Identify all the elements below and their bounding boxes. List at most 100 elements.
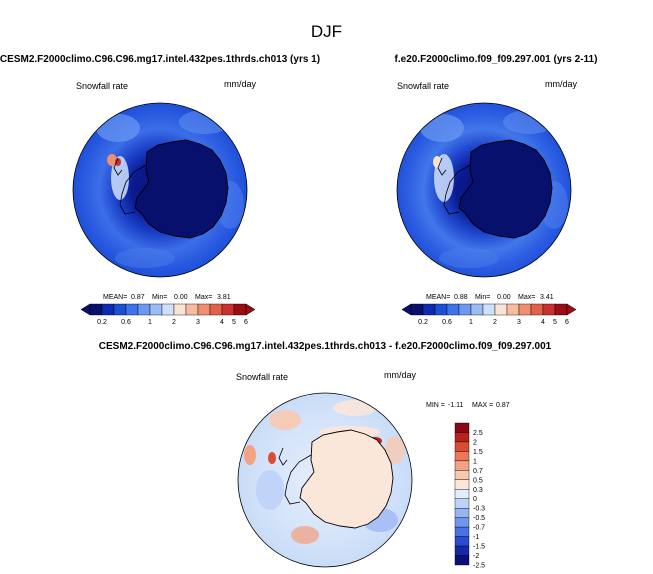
panel-model-units: mm/day	[224, 79, 257, 89]
panel-difference-colorbar-tick-label: 1	[473, 458, 477, 465]
panel-model-colorbar-tick-label: 6	[244, 319, 248, 326]
panel-control: f.e20.F2000climo.f09_f09.297.001 (yrs 2-…	[395, 54, 598, 326]
panel-difference-colorbar-swatch-2	[454, 441, 470, 452]
panel-control-colorbar-swatch-3	[446, 303, 460, 316]
panel-model-colorbar-swatch-2	[113, 303, 127, 316]
panel-model-colorbar-under-triangle	[80, 303, 91, 316]
panel-control-colorbar-swatch-6	[482, 303, 496, 316]
panel-control-colorbar-swatch-8	[506, 303, 520, 316]
panel-control-colorbar: 0.2 0.6 1 2 3 4 5 6	[401, 303, 577, 326]
panel-control-max: 3.41	[540, 294, 554, 301]
panel-model-mean: 0.87	[131, 294, 145, 301]
panel-model-colorbar-swatch-8	[185, 303, 199, 316]
panel-difference-colorbar-tick-label: -0.7	[473, 525, 485, 532]
panel-control-colorbar-tick-label: 6	[565, 319, 569, 326]
panel-model-colorbar-swatch-0	[89, 303, 103, 316]
panel-difference-map	[238, 393, 412, 567]
panel-control-colorbar-over-triangle	[566, 303, 577, 316]
panel-model-min: 0.00	[174, 294, 188, 301]
panel-control-colorbar-swatch-11	[542, 303, 556, 316]
panel-difference-colorbar-swatch-4	[454, 460, 470, 471]
panel-difference-colorbar-swatch-1	[454, 432, 470, 443]
panel-control-colorbar-tick-label: 0.2	[418, 319, 428, 326]
panel-model-colorbar-swatch-7	[173, 303, 187, 316]
panel-difference-units: mm/day	[384, 370, 417, 380]
panel-difference-colorbar-tick-label: -0.3	[473, 506, 485, 513]
panel-difference-colorbar-tick-label: -1.5	[473, 544, 485, 551]
panel-difference-variable: Snowfall rate	[236, 372, 288, 382]
panel-control-units: mm/day	[545, 79, 578, 89]
panel-control-colorbar-tick-label: 1	[469, 319, 473, 326]
panel-control-colorbar-tick-label: 4	[541, 319, 545, 326]
panel-difference-colorbar-tick-label: 0.5	[473, 477, 483, 484]
panel-control-colorbar-tick-label: 5	[553, 319, 557, 326]
panel-control-colorbar-tick-label: 3	[517, 319, 521, 326]
panel-control-title: f.e20.F2000climo.f09_f09.297.001 (yrs 2-…	[395, 54, 598, 65]
panel-control-colorbar-under-triangle	[401, 303, 412, 316]
panel-control-colorbar-tick-label: 2	[493, 319, 497, 326]
panel-model-antarctica	[134, 139, 229, 239]
panel-difference-colorbar-tick-label: 0.3	[473, 487, 483, 494]
panel-control-colorbar-swatch-9	[518, 303, 532, 316]
panel-difference: CESM2.F2000climo.C96.C96.mg17.intel.432p…	[99, 341, 552, 570]
panel-control-colorbar-swatch-5	[470, 303, 484, 316]
panel-model-colorbar-swatch-6	[161, 303, 175, 316]
panel-difference-min: -1.11	[448, 402, 464, 409]
panel-model-colorbar-tick-label: 5	[232, 319, 236, 326]
panel-control-colorbar-swatch-0	[410, 303, 424, 316]
panel-model: CESM2.F2000climo.C96.C96.mg17.intel.432p…	[0, 54, 320, 326]
panel-difference-colorbar-tick-label: -1	[473, 534, 479, 541]
panel-difference-colorbar-tick-label: 0	[473, 496, 477, 503]
panel-difference-colorbar-tick-label: -2	[473, 553, 479, 560]
panel-difference-colorbar-swatch-5	[454, 470, 470, 481]
panel-control-antarctica	[458, 139, 553, 239]
panel-difference-colorbar-swatch-6	[454, 479, 470, 490]
panel-model-colorbar-tick-label: 2	[172, 319, 176, 326]
panel-control-max-label: Max=	[518, 294, 535, 301]
panel-difference-colorbar-tick-label: 1.5	[473, 449, 483, 456]
panel-difference-colorbar-tick-label: 0.7	[473, 468, 483, 475]
panel-difference-colorbar-swatch-3	[454, 451, 470, 462]
panel-model-map	[73, 103, 247, 277]
panel-control-mean: 0.88	[454, 294, 468, 301]
panel-model-max: 3.81	[217, 294, 231, 301]
panel-difference-colorbar-swatch-9	[454, 508, 470, 518]
panel-control-colorbar-swatch-2	[434, 303, 448, 316]
panel-difference-colorbar-swatch-10	[454, 517, 470, 528]
panel-model-colorbar-swatch-3	[125, 303, 139, 316]
panel-model-title: CESM2.F2000climo.C96.C96.mg17.intel.432p…	[0, 54, 320, 65]
panel-difference-max: 0.87	[496, 402, 510, 409]
panel-difference-colorbar-swatch-7	[454, 489, 470, 499]
panel-model-colorbar-tick-label: 0.2	[97, 319, 107, 326]
panel-control-colorbar-swatch-4	[458, 303, 472, 316]
panel-control-colorbar-swatch-1	[422, 303, 436, 316]
panel-difference-colorbar-swatch-11	[454, 526, 470, 537]
panel-control-colorbar-swatch-7	[494, 303, 508, 316]
panel-model-min-label: Min=	[152, 294, 167, 301]
panel-difference-max-label: MAX =	[472, 402, 493, 409]
panel-difference-colorbar-swatch-14	[454, 555, 470, 566]
panel-control-min: 0.00	[497, 294, 511, 301]
panel-difference-colorbar-tick-label: 2.5	[473, 430, 483, 437]
panel-model-colorbar-tick-label: 1	[148, 319, 152, 326]
panel-model-max-label: Max=	[195, 294, 212, 301]
panel-difference-colorbar-swatch-13	[454, 545, 470, 556]
panel-difference-colorbar-swatch-8	[454, 498, 470, 509]
panel-difference-colorbar-tick-label: 2	[473, 439, 477, 446]
panel-model-colorbar-swatch-5	[149, 303, 163, 316]
panel-model-colorbar: 0.2 0.6 1 2 3 4 5 6	[80, 303, 256, 326]
panel-difference-antarctica	[299, 429, 394, 529]
panel-model-colorbar-swatch-4	[137, 303, 151, 316]
panel-control-map	[397, 103, 571, 277]
panel-model-colorbar-tick-label: 3	[196, 319, 200, 326]
panel-control-variable: Snowfall rate	[397, 81, 449, 91]
panel-model-variable: Snowfall rate	[76, 81, 128, 91]
panel-difference-colorbar-tick-label: -2.5	[473, 563, 485, 570]
panel-model-colorbar-swatch-12	[233, 303, 247, 316]
panel-model-colorbar-swatch-11	[221, 303, 235, 316]
panel-control-mean-label: MEAN=	[426, 294, 450, 301]
panel-difference-colorbar-swatch-0	[454, 422, 470, 433]
panel-control-colorbar-swatch-12	[554, 303, 568, 316]
panel-model-colorbar-swatch-1	[101, 303, 115, 316]
